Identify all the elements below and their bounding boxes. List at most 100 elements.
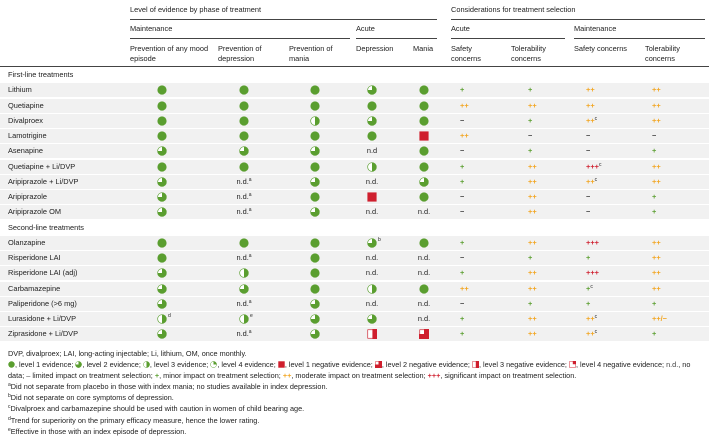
cell-icon <box>239 131 249 143</box>
cell-icon <box>310 299 320 311</box>
cell-text: ++ <box>460 101 469 111</box>
cell-value: n.d. <box>417 268 431 278</box>
cell-text: n.d. <box>418 299 430 309</box>
cell-text: − <box>586 207 590 217</box>
evidence-icon <box>310 161 320 172</box>
cell-icon <box>367 100 377 113</box>
group-header: Level of evidence by phase of treatment <box>130 5 262 14</box>
legend-text: , level 1 negative evidence; <box>284 360 373 370</box>
cell-value: ++ <box>652 237 661 247</box>
evidence-icon <box>310 146 320 156</box>
cell-text: ++ <box>528 192 537 202</box>
evidence-icon <box>157 85 167 95</box>
evidence-icon <box>419 329 429 339</box>
cell-value: ++ <box>586 176 595 186</box>
cell-text: +++ <box>586 238 599 248</box>
cell-value: n.d. <box>365 268 379 278</box>
evidence-icon <box>239 161 249 172</box>
row-band <box>0 129 709 143</box>
evidence-icon <box>278 361 285 368</box>
cell-icon <box>367 85 377 97</box>
cell-value: ++ <box>586 100 595 110</box>
cell-value: n.d. <box>236 253 249 262</box>
cell-icon <box>419 100 429 113</box>
evidence-icon <box>419 116 429 126</box>
evidence-icon <box>239 85 249 95</box>
evidence-icon <box>239 268 249 278</box>
evidence-icon <box>157 161 167 172</box>
cell-value: − <box>586 192 591 201</box>
cell-text: +++c <box>586 162 601 172</box>
cell-icon <box>310 329 320 341</box>
evidence-icon <box>367 131 377 141</box>
cell-text: ++ <box>528 207 537 217</box>
cell-text: ++ <box>652 101 661 111</box>
cell-text: − <box>652 131 656 141</box>
evidence-icon <box>367 283 377 294</box>
cell-text: + <box>460 238 464 248</box>
cell-text: + <box>528 253 532 263</box>
drug-name: Quetiapine <box>8 100 44 110</box>
cell-value: + <box>528 85 533 95</box>
evidence-icon <box>472 361 479 368</box>
rule <box>130 38 350 39</box>
row-band <box>0 266 709 281</box>
column-header: Prevention of any mood episode <box>130 44 209 63</box>
cell-icon <box>419 238 429 250</box>
cell-text: ++ <box>528 329 537 339</box>
row-band <box>0 98 709 113</box>
column-header: Safety concerns <box>574 44 627 53</box>
cell-icon <box>157 177 167 189</box>
cell-value: ++ <box>460 100 469 110</box>
cell-icon <box>239 100 249 113</box>
evidence-icon <box>239 238 249 248</box>
cell-icon <box>310 100 320 113</box>
cell-text: n.d. <box>418 253 430 263</box>
cell-text: ++ <box>528 101 537 111</box>
cell-text: n.d <box>367 146 377 156</box>
legend-symbol: n.d. <box>666 360 679 370</box>
cell-text: ++c <box>586 329 597 339</box>
footnote-text: Trend for superiority on the primary eff… <box>10 415 260 425</box>
row-band <box>0 251 709 265</box>
cell-value: n.d. <box>365 298 379 308</box>
cell-text: − <box>460 116 464 126</box>
cell-text: +++ <box>586 268 599 278</box>
drug-name: Aripiprazole + Li/DVP <box>8 176 79 186</box>
cell-value: − <box>586 146 591 156</box>
cell-value: +++ <box>586 237 599 247</box>
drug-name: Olanzapine <box>8 237 46 247</box>
footnote-mark: c <box>8 404 11 411</box>
cell-value: n.d. <box>417 298 431 308</box>
cell-icon: b <box>367 237 381 250</box>
cell-icon <box>310 253 320 265</box>
cell-text: + <box>460 329 464 339</box>
cell-icon <box>419 161 429 174</box>
cell-text: + <box>652 329 656 339</box>
cell-value: n.d <box>366 146 378 156</box>
sub-header: Maintenance <box>130 24 173 33</box>
cell-text: − <box>528 131 532 141</box>
cell-value: + <box>652 207 657 217</box>
cell-value: ++ <box>652 161 661 171</box>
cell-icon <box>157 131 167 143</box>
cell-value: ++ <box>528 283 537 293</box>
cell-icon <box>367 116 377 128</box>
cell-text: ++ <box>460 284 469 294</box>
legend-text: , significant impact on treatment select… <box>440 371 577 381</box>
cell-value: ++ <box>652 100 661 110</box>
cell-value: ++ <box>528 176 537 186</box>
evidence-icon <box>310 238 320 248</box>
cell-value: n.d. <box>236 329 249 339</box>
cell-text: + <box>586 299 590 309</box>
cell-text: ++ <box>528 162 537 172</box>
footnote: eEffective in those with an index episod… <box>8 426 706 437</box>
rule <box>451 38 565 39</box>
evidence-icon <box>367 192 377 202</box>
row-band <box>0 235 709 250</box>
cell-value: + <box>460 314 465 323</box>
cell-text: n.d. <box>366 177 378 187</box>
cell-value: ++ <box>460 283 469 293</box>
evidence-icon <box>157 207 167 217</box>
legend-text: , level 2 evidence; <box>82 360 141 370</box>
